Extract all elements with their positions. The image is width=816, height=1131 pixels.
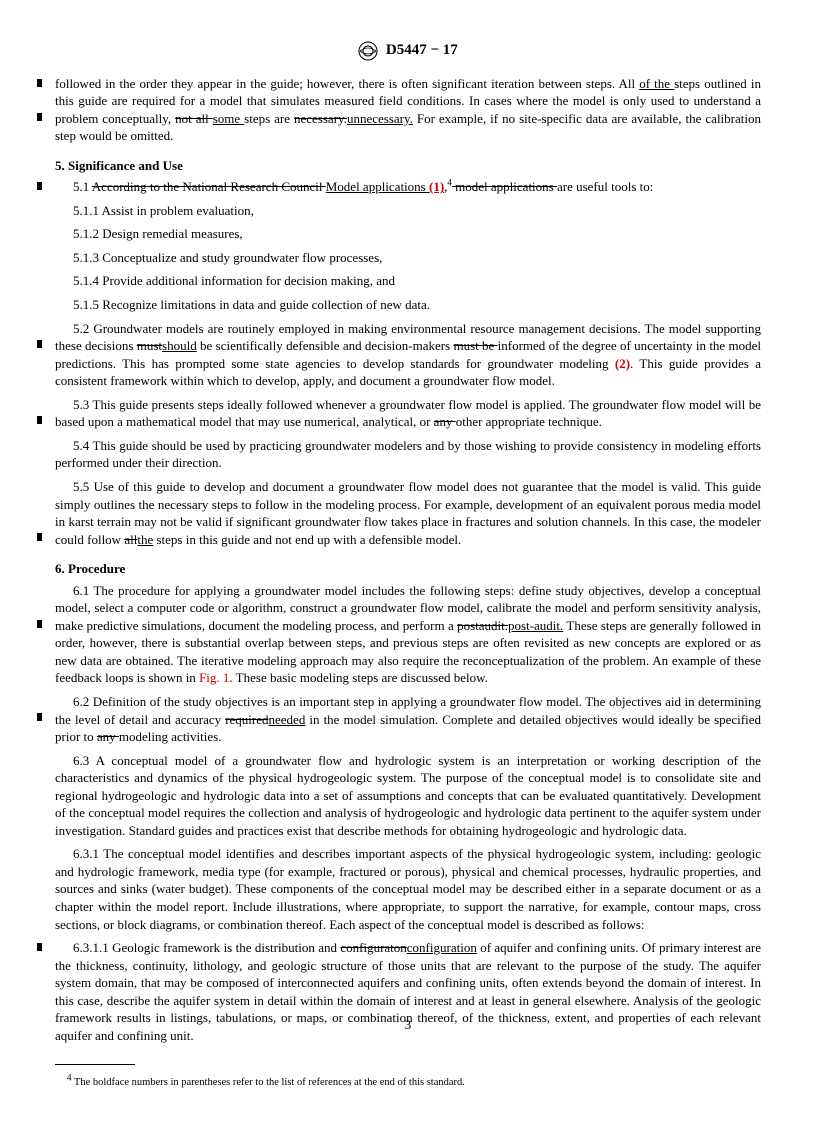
para-5-1-3: 5.1.3 Conceptualize and study groundwate… — [55, 249, 761, 267]
footnote-separator — [55, 1064, 135, 1065]
para-5-4: 5.4 This guide should be used by practic… — [55, 437, 761, 472]
section-6-title: 6. Procedure — [55, 560, 761, 578]
para-5-5: 5.5 Use of this guide to develop and doc… — [55, 478, 761, 548]
footnote-4: 4 The boldface numbers in parentheses re… — [55, 1076, 761, 1090]
change-bar-icon — [37, 113, 42, 121]
para-6-2: 6.2 Definition of the study objectives i… — [55, 693, 761, 746]
change-bar-icon — [37, 620, 42, 628]
change-bar-icon — [37, 943, 42, 951]
page-header: D5447 − 17 — [55, 40, 761, 61]
para-continuation: followed in the order they appear in the… — [55, 75, 761, 145]
para-6-3: 6.3 A conceptual model of a groundwater … — [55, 752, 761, 840]
designation: D5447 − 17 — [386, 42, 458, 58]
change-bar-icon — [37, 533, 42, 541]
para-5-1-5: 5.1.5 Recognize limitations in data and … — [55, 296, 761, 314]
para-6-1: 6.1 The procedure for applying a groundw… — [55, 582, 761, 687]
para-6-3-1: 6.3.1 The conceptual model identifies an… — [55, 845, 761, 933]
para-5-1-2: 5.1.2 Design remedial measures, — [55, 225, 761, 243]
para-5-2: 5.2 Groundwater models are routinely emp… — [55, 320, 761, 390]
page-number: 3 — [0, 1016, 816, 1034]
change-bar-icon — [37, 340, 42, 348]
astm-logo-icon — [358, 41, 378, 61]
change-bar-icon — [37, 182, 42, 190]
change-bar-icon — [37, 713, 42, 721]
change-bar-icon — [37, 416, 42, 424]
change-bar-icon — [37, 79, 42, 87]
section-5-title: 5. Significance and Use — [55, 157, 761, 175]
para-5-1-1: 5.1.1 Assist in problem evaluation, — [55, 202, 761, 220]
para-5-1: 5.1 According to the National Research C… — [55, 178, 761, 196]
para-5-1-4: 5.1.4 Provide additional information for… — [55, 272, 761, 290]
para-5-3: 5.3 This guide presents steps ideally fo… — [55, 396, 761, 431]
